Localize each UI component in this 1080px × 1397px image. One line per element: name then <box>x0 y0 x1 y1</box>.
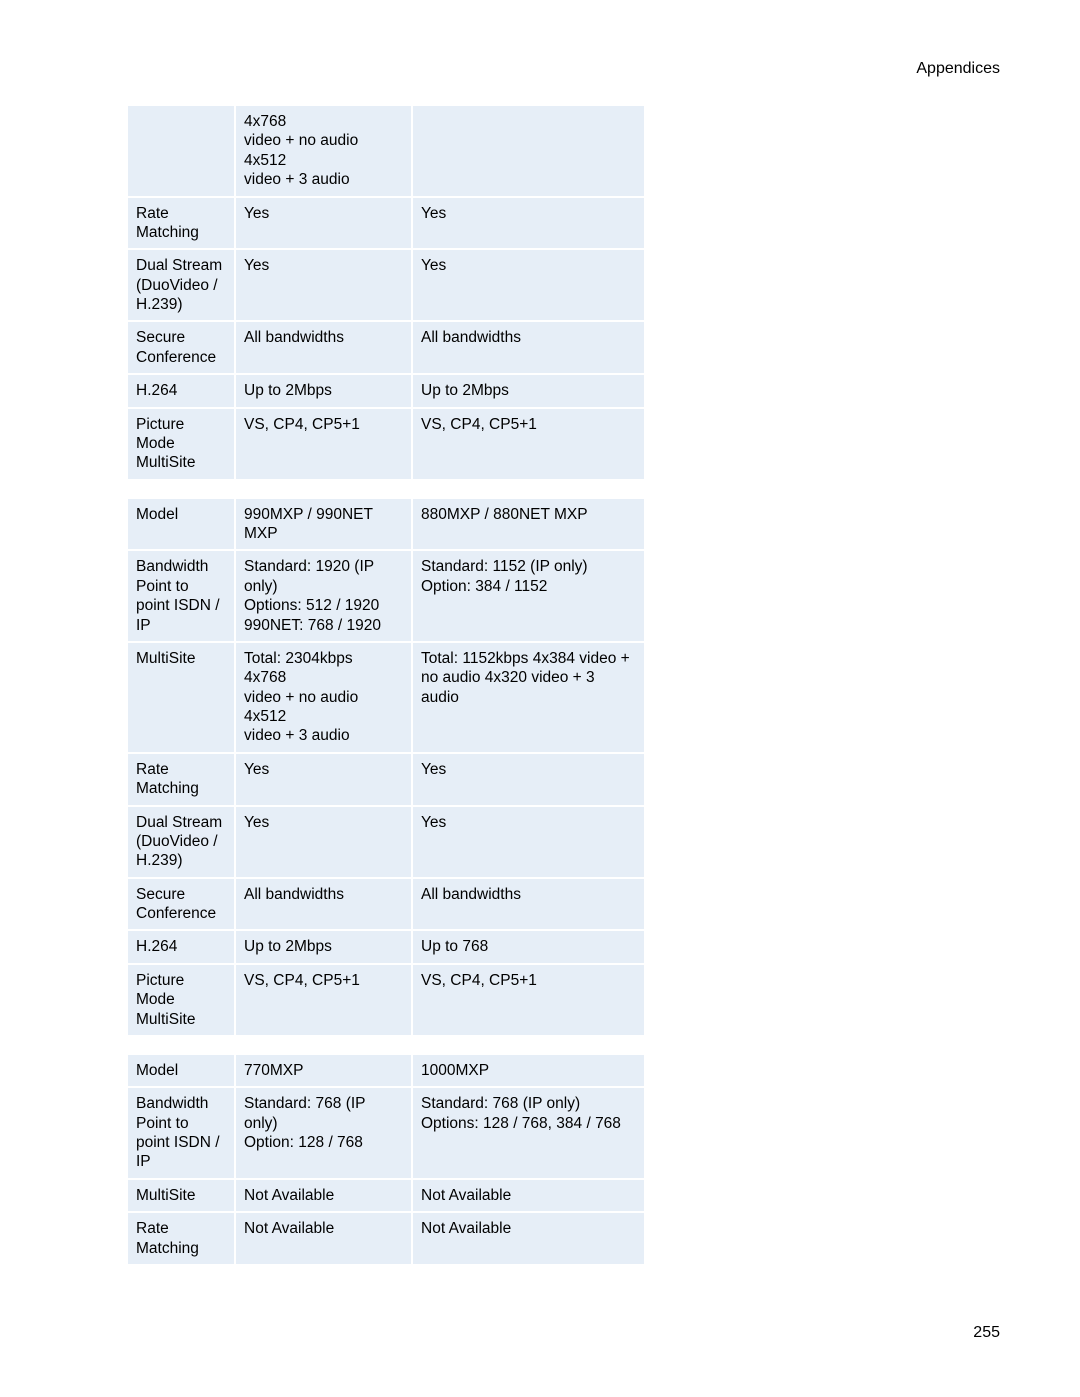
spec-value-cell <box>413 106 644 198</box>
spec-value-cell: VS, CP4, CP5+1 <box>413 409 644 479</box>
table-row: H.264Up to 2MbpsUp to 768 <box>128 931 644 964</box>
spec-value-cell: Not Available <box>236 1213 413 1264</box>
row-label-cell: Rate Matching <box>128 198 236 251</box>
spec-value-cell: Yes <box>236 198 413 251</box>
spec-value-cell: Standard: 768 (IP only)Options: 128 / 76… <box>413 1088 644 1180</box>
spec-value-cell: 880MXP / 880NET MXP <box>413 499 644 552</box>
spec-value-cell: VS, CP4, CP5+1 <box>413 965 644 1035</box>
spec-value-cell: Yes <box>236 250 413 322</box>
row-label-cell: Bandwidth Point to point ISDN / IP <box>128 551 236 643</box>
table-row: Picture Mode MultiSiteVS, CP4, CP5+1VS, … <box>128 409 644 479</box>
table-row: 4x768video + no audio4x512video + 3 audi… <box>128 106 644 198</box>
table-row: MultiSiteTotal: 2304kbps4x768video + no … <box>128 643 644 754</box>
row-label-cell: Model <box>128 499 236 552</box>
row-label-cell: Picture Mode MultiSite <box>128 965 236 1035</box>
table-row: Secure ConferenceAll bandwidthsAll bandw… <box>128 322 644 375</box>
spec-value-cell: Yes <box>413 250 644 322</box>
spec-value-cell: All bandwidths <box>236 322 413 375</box>
spec-value-cell: All bandwidths <box>236 879 413 932</box>
row-label-cell: Secure Conference <box>128 879 236 932</box>
spec-value-cell: Yes <box>413 198 644 251</box>
row-label-cell: Rate Matching <box>128 1213 236 1264</box>
spec-value-cell: Yes <box>236 754 413 807</box>
page-header: Appendices <box>80 60 1000 78</box>
table-row: Rate MatchingYesYes <box>128 754 644 807</box>
spec-value-cell: Not Available <box>413 1180 644 1213</box>
spec-table-2: Model990MXP / 990NET MXP880MXP / 880NET … <box>128 499 644 1035</box>
row-label-cell: Model <box>128 1055 236 1088</box>
row-label-cell: MultiSite <box>128 643 236 754</box>
spec-value-cell: Not Available <box>413 1213 644 1264</box>
spec-value-cell: Total: 1152kbps 4x384 video + no audio 4… <box>413 643 644 754</box>
table-row: H.264Up to 2MbpsUp to 2Mbps <box>128 375 644 408</box>
row-label-cell <box>128 106 236 198</box>
spec-value-cell: 4x768video + no audio4x512video + 3 audi… <box>236 106 413 198</box>
spec-value-cell: All bandwidths <box>413 879 644 932</box>
row-label-cell: Secure Conference <box>128 322 236 375</box>
table-row: Rate MatchingNot AvailableNot Available <box>128 1213 644 1264</box>
spec-value-cell: Not Available <box>236 1180 413 1213</box>
spec-value-cell: Standard: 1152 (IP only)Option: 384 / 11… <box>413 551 644 643</box>
table-row: MultiSiteNot AvailableNot Available <box>128 1180 644 1213</box>
row-label-cell: MultiSite <box>128 1180 236 1213</box>
spec-value-cell: Up to 2Mbps <box>236 375 413 408</box>
spec-value-cell: Yes <box>413 754 644 807</box>
row-label-cell: Rate Matching <box>128 754 236 807</box>
spec-value-cell: VS, CP4, CP5+1 <box>236 965 413 1035</box>
table-row: Model990MXP / 990NET MXP880MXP / 880NET … <box>128 499 644 552</box>
row-label-cell: Dual Stream (DuoVideo / H.239) <box>128 807 236 879</box>
spec-value-cell: Yes <box>413 807 644 879</box>
table-row: Model770MXP1000MXP <box>128 1055 644 1088</box>
spec-value-cell: Up to 768 <box>413 931 644 964</box>
spec-value-cell: 1000MXP <box>413 1055 644 1088</box>
spec-value-cell: Total: 2304kbps4x768video + no audio4x51… <box>236 643 413 754</box>
table-row: Rate MatchingYesYes <box>128 198 644 251</box>
row-label-cell: H.264 <box>128 931 236 964</box>
page-number: 255 <box>80 1324 1000 1342</box>
spec-value-cell: Up to 2Mbps <box>236 931 413 964</box>
table-row: Dual Stream (DuoVideo / H.239)YesYes <box>128 807 644 879</box>
spec-value-cell: All bandwidths <box>413 322 644 375</box>
table-row: Secure ConferenceAll bandwidthsAll bandw… <box>128 879 644 932</box>
table-row: Picture Mode MultiSiteVS, CP4, CP5+1VS, … <box>128 965 644 1035</box>
row-label-cell: Picture Mode MultiSite <box>128 409 236 479</box>
table-row: Bandwidth Point to point ISDN / IPStanda… <box>128 1088 644 1180</box>
spec-value-cell: Standard: 768 (IP only)Option: 128 / 768 <box>236 1088 413 1180</box>
spec-value-cell: Up to 2Mbps <box>413 375 644 408</box>
spec-value-cell: Standard: 1920 (IP only)Options: 512 / 1… <box>236 551 413 643</box>
spec-value-cell: VS, CP4, CP5+1 <box>236 409 413 479</box>
spec-table-3: Model770MXP1000MXPBandwidth Point to poi… <box>128 1055 644 1264</box>
row-label-cell: H.264 <box>128 375 236 408</box>
spec-value-cell: 990MXP / 990NET MXP <box>236 499 413 552</box>
spec-value-cell: Yes <box>236 807 413 879</box>
row-label-cell: Dual Stream (DuoVideo / H.239) <box>128 250 236 322</box>
row-label-cell: Bandwidth Point to point ISDN / IP <box>128 1088 236 1180</box>
spec-table-1: 4x768video + no audio4x512video + 3 audi… <box>128 106 644 479</box>
table-row: Dual Stream (DuoVideo / H.239)YesYes <box>128 250 644 322</box>
table-row: Bandwidth Point to point ISDN / IPStanda… <box>128 551 644 643</box>
spec-value-cell: 770MXP <box>236 1055 413 1088</box>
